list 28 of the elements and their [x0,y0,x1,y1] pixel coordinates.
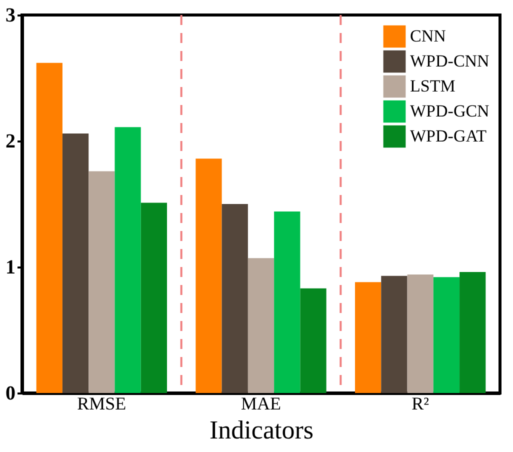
legend-label: WPD-CNN [410,52,490,70]
bar [274,212,300,393]
bar [114,127,141,393]
bar [407,274,434,393]
legend-label: LSTM [410,76,456,96]
y-tick-label: 3 [6,4,16,26]
bar [222,204,248,393]
legend-label: WPD-GCN [410,102,490,120]
bar [381,276,408,393]
legend-label: WPD-GAT [410,126,488,146]
x-tick-label: MAE [241,394,282,414]
bar [62,133,89,393]
x-tick-label: R² [412,394,430,414]
x-tick-label: RMSE [77,394,126,414]
bar [355,282,382,393]
y-tick-label: 2 [6,130,16,152]
bar [248,258,274,393]
bar [460,272,486,393]
bar [88,171,115,393]
legend-label: CNN [410,26,446,46]
bar [300,288,326,393]
bar [140,202,167,393]
y-tick-label: 0 [6,382,16,404]
y-tick-label: 1 [6,256,16,278]
bar [196,158,222,393]
bar [433,277,460,393]
x-axis-title: Indicators [210,416,314,444]
bar [36,62,62,393]
